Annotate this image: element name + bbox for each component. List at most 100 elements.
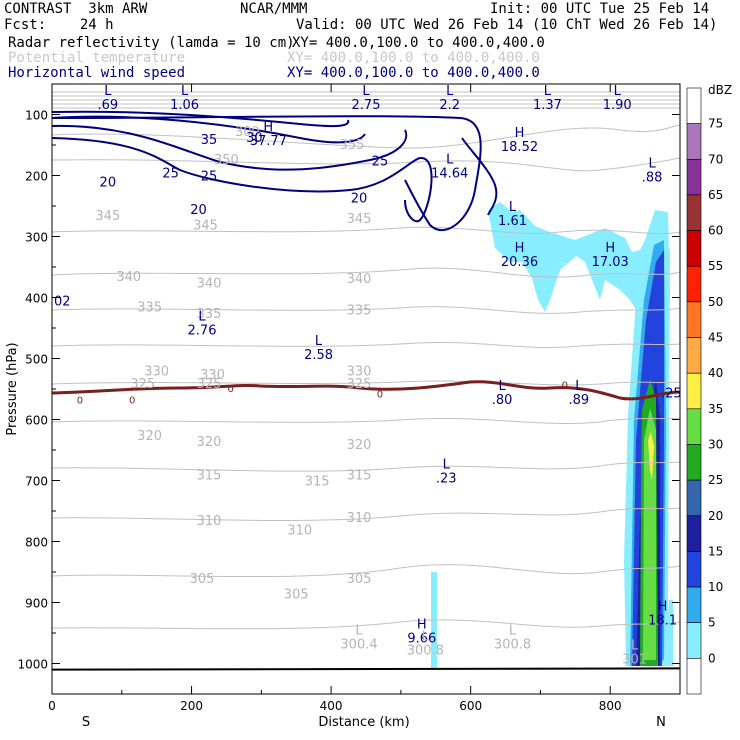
field-3-name: Horizontal wind speed [8, 65, 186, 81]
wind-extremum-value: .80 [492, 393, 513, 408]
wind-contour-label: 20 [100, 176, 117, 191]
wind-line-25 [51, 124, 408, 171]
theta-line-305 [51, 564, 681, 578]
theta-extremum-kind: L [509, 623, 517, 638]
wind-speed-contours [51, 110, 498, 231]
wind-extremum-value: 17.03 [592, 255, 629, 270]
theta-contour-label: 330 [144, 365, 169, 380]
colorbar-unit-label: dBZ [708, 83, 732, 97]
organization-label: NCAR/MMM [240, 1, 308, 17]
theta-contour-label: 330 [200, 368, 225, 383]
wind-line-outer [51, 115, 482, 231]
wind-extremum-kind: L [509, 200, 517, 215]
wind-extremum-value: 2.2 [439, 98, 460, 113]
x-tick-label: 0 [48, 699, 56, 713]
wind-extremum-value: 14.64 [431, 166, 468, 181]
wind-extremum-value: 18.52 [501, 140, 538, 155]
theta-line-350 [51, 157, 681, 172]
colorbar-level-label: 30 [708, 437, 723, 451]
theta-line-335 [51, 306, 681, 314]
theta-contour-label: 315 [347, 468, 372, 483]
colorbar-bin [686, 372, 702, 410]
wind-extremum-value: .88 [642, 171, 663, 186]
colorbar-level-label: 5 [708, 616, 716, 630]
theta-line-330 [51, 342, 681, 348]
theta-contour-label: 310 [347, 511, 372, 526]
wind-contour-label: 20 [190, 203, 207, 218]
colorbar-level-label: 60 [708, 224, 723, 238]
reflectivity-shading [431, 202, 674, 668]
wind-extremum-value: 37.77 [250, 134, 287, 149]
x-tick-label: 400 [320, 699, 343, 713]
theta-contour-label: 330 [347, 365, 372, 380]
wind-extremum-value: 9.66 [407, 632, 436, 647]
wind-contour-label: 25 [201, 170, 218, 185]
field-2-xy: XY= 400.0,100.0 to 400.0,400.0 [287, 50, 540, 66]
theta-extremum-kind: L [422, 629, 430, 644]
theta-extremum-value: 300.8 [494, 637, 531, 652]
wind-line-east [461, 137, 498, 216]
colorbar-bin [686, 194, 702, 231]
wind-extremum-value: .23 [436, 471, 457, 486]
wind-extremum-value: 2.75 [352, 98, 381, 113]
theta-line-315 [51, 461, 681, 472]
wind-extremum-kind: L [443, 457, 451, 472]
refl-core-40dbz [648, 432, 654, 480]
colorbar-level-label: 0 [708, 651, 716, 665]
theta-extremum-value: 300.4 [340, 637, 377, 652]
colorbar-level-label: 55 [708, 259, 723, 273]
theta-extremum-value: 300.8 [407, 643, 444, 658]
theta-contour-label: 320 [197, 435, 222, 450]
wind-extremum-kind: H [263, 120, 273, 135]
refl-small-cell-2 [669, 600, 673, 666]
wind-extremum-kind: H [658, 599, 668, 614]
y-tick-label: 800 [25, 536, 48, 550]
refl-anvil-5dbz [488, 202, 670, 330]
colorbar-bin [686, 230, 702, 267]
wind-extremum-value: 2.58 [304, 348, 333, 363]
colorbar-bin [686, 622, 702, 659]
wind-extremum-kind: L [498, 379, 506, 394]
model-title: CONTRAST 3km ARW [4, 1, 148, 17]
wind-extremum-kind: L [315, 334, 323, 349]
theta-line-325 [51, 380, 681, 386]
colorbar-bin [686, 123, 702, 160]
wind-extremum-kind: H [417, 618, 427, 633]
colorbar-bin [686, 658, 702, 695]
wind-extremum-value: 1.90 [603, 98, 632, 113]
init-time: Init: 00 UTC Tue 25 Feb 14 [490, 1, 710, 17]
colorbar-bin [686, 87, 702, 124]
y-tick-label: 900 [25, 597, 48, 611]
colorbar-level-label: 40 [708, 366, 723, 380]
y-tick-label: 400 [25, 292, 48, 306]
edge-wind-label: 02 [54, 294, 71, 309]
theta-contour-label: 335 [197, 307, 222, 322]
theta-line-top-band [52, 91, 680, 109]
theta-contour-label: 300 [235, 125, 260, 140]
theta-contour-label: 325 [197, 377, 222, 392]
colorbar-level-label: 45 [708, 331, 723, 345]
theta-contour-label: 310 [287, 523, 312, 538]
theta-extremum-kind: L [355, 623, 363, 638]
wind-extremum-kind: L [362, 84, 370, 99]
edge-wind-label-right: .25 [661, 386, 682, 401]
colorbar-bin [686, 337, 702, 374]
theta-contour-label: 315 [197, 468, 222, 483]
theta-contour-label: 325 [130, 377, 155, 392]
forecast-hour: Fcst: 24 h [4, 17, 114, 33]
wind-extremum-value: 1.61 [498, 214, 527, 229]
colorbar-bin [686, 301, 702, 338]
y-tick-label: 1000 [17, 658, 48, 672]
y-axis-label: Pressure (hPa) [5, 342, 20, 435]
theta-contour-label: 340 [116, 270, 141, 285]
refl-core-35dbz [643, 408, 656, 660]
freezing-level-label: 0 [227, 384, 233, 395]
theta-line-320 [51, 417, 681, 425]
theta-contour-label: 320 [137, 429, 162, 444]
wind-extremum-value: .69 [97, 98, 118, 113]
freezing-level-label: 0 [129, 395, 135, 406]
theta-contour-label: 345 [95, 209, 120, 224]
theta-extremum-value: 301 [622, 653, 647, 668]
wind-extremum-kind: H [605, 241, 615, 256]
wind-contour-label: 25 [372, 154, 389, 169]
